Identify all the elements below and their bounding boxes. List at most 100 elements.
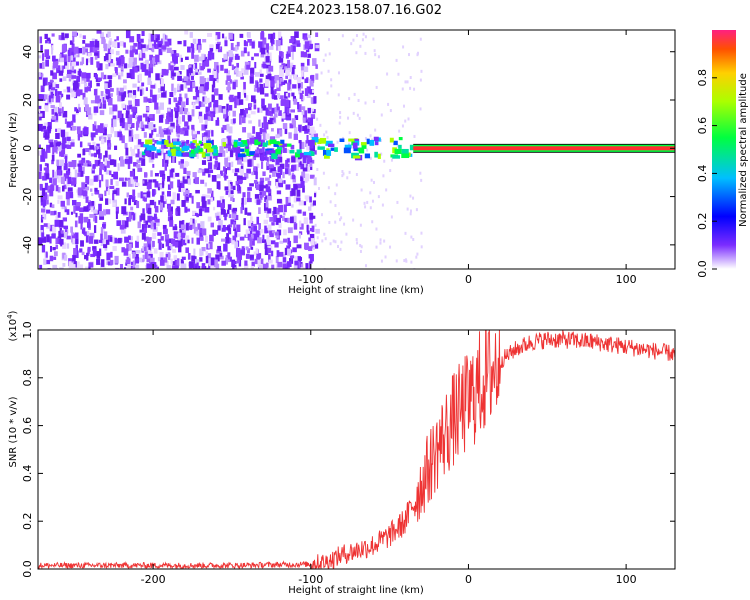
noise-cell <box>205 112 211 117</box>
noise-cell <box>54 112 58 117</box>
noise-cell <box>46 37 51 42</box>
noise-cell <box>302 211 307 216</box>
noise-cell <box>124 198 127 205</box>
noise-cell <box>297 209 302 214</box>
noise-cell <box>57 91 62 99</box>
noise-cell <box>149 54 154 61</box>
noise-cell <box>288 80 291 85</box>
noise-cell <box>224 162 230 167</box>
noise-cell <box>152 179 157 183</box>
signal-cell <box>307 139 315 146</box>
noise-cell <box>272 32 276 39</box>
noise-cell <box>243 47 247 54</box>
noise-cell <box>205 194 211 198</box>
noise-cell <box>261 161 264 169</box>
noise-cell <box>296 197 301 202</box>
noise-cell <box>296 157 300 163</box>
signal-cell <box>253 153 260 158</box>
noise-cell <box>93 106 99 113</box>
noise-cell <box>263 132 267 141</box>
noise-cell <box>190 43 195 49</box>
noise-cell <box>97 77 102 81</box>
noise-cell <box>279 95 284 100</box>
noise-cell <box>301 171 306 179</box>
noise-cell <box>305 263 309 269</box>
noise-cell <box>51 33 55 37</box>
noise-cell <box>99 211 104 217</box>
noise-cell <box>184 30 189 35</box>
noise-cell <box>196 237 201 245</box>
noise-cell <box>404 231 407 235</box>
noise-cell <box>102 225 105 233</box>
noise-cell <box>250 216 253 223</box>
noise-cell <box>355 172 358 176</box>
noise-cell <box>375 227 378 231</box>
noise-cell <box>87 201 91 207</box>
noise-cell <box>170 128 174 133</box>
noise-cell <box>268 254 271 262</box>
noise-cell <box>260 53 265 58</box>
noise-cell <box>228 214 232 219</box>
noise-cell <box>168 125 173 130</box>
colorbar-tick-label: 0.4 <box>696 165 709 183</box>
noise-cell <box>44 49 50 58</box>
noise-cell <box>178 245 182 253</box>
noise-cell <box>216 78 219 83</box>
signal-cell <box>358 147 365 154</box>
noise-cell <box>174 110 179 119</box>
noise-cell <box>390 158 393 162</box>
noise-cell <box>134 49 138 55</box>
noise-cell <box>197 229 201 237</box>
noise-cell <box>148 67 154 74</box>
noise-cell <box>201 263 206 269</box>
noise-cell <box>218 94 223 100</box>
noise-cell <box>54 89 58 96</box>
noise-cell <box>70 62 75 71</box>
noise-cell <box>287 65 293 72</box>
noise-cell <box>312 200 316 206</box>
noise-cell <box>310 114 316 119</box>
noise-cell <box>198 116 203 123</box>
noise-cell <box>192 218 195 224</box>
noise-cell <box>137 257 143 263</box>
noise-cell <box>264 196 267 203</box>
noise-cell <box>243 156 248 163</box>
noise-cell <box>266 212 269 218</box>
noise-cell <box>70 88 75 94</box>
noise-cell <box>193 64 196 70</box>
noise-cell <box>74 107 77 112</box>
signal-cell <box>394 148 402 155</box>
noise-cell <box>179 107 183 115</box>
noise-cell <box>180 84 184 91</box>
noise-cell <box>293 98 298 105</box>
noise-cell <box>65 191 70 200</box>
noise-cell <box>247 32 251 38</box>
noise-cell <box>82 40 86 44</box>
noise-cell <box>223 166 226 172</box>
noise-cell <box>267 119 272 125</box>
noise-cell <box>308 166 313 171</box>
noise-cell <box>272 172 276 177</box>
noise-cell <box>47 185 53 193</box>
noise-cell <box>171 75 175 80</box>
noise-cell <box>104 123 108 128</box>
noise-cell <box>284 168 290 175</box>
noise-cell <box>345 232 348 236</box>
noise-cell <box>121 206 127 215</box>
noise-cell <box>369 191 372 195</box>
noise-cell <box>202 137 207 144</box>
noise-cell <box>104 190 107 197</box>
noise-cell <box>177 134 180 138</box>
noise-cell <box>309 162 313 167</box>
noise-cell <box>40 225 44 233</box>
noise-cell <box>182 229 187 236</box>
noise-cell <box>39 164 42 172</box>
noise-cell <box>217 41 221 46</box>
noise-cell <box>129 170 135 177</box>
noise-cell <box>287 227 293 234</box>
noise-cell <box>167 246 171 251</box>
noise-cell <box>171 168 175 173</box>
noise-cell <box>68 78 71 82</box>
noise-cell <box>226 51 229 57</box>
noise-cell <box>101 36 106 45</box>
